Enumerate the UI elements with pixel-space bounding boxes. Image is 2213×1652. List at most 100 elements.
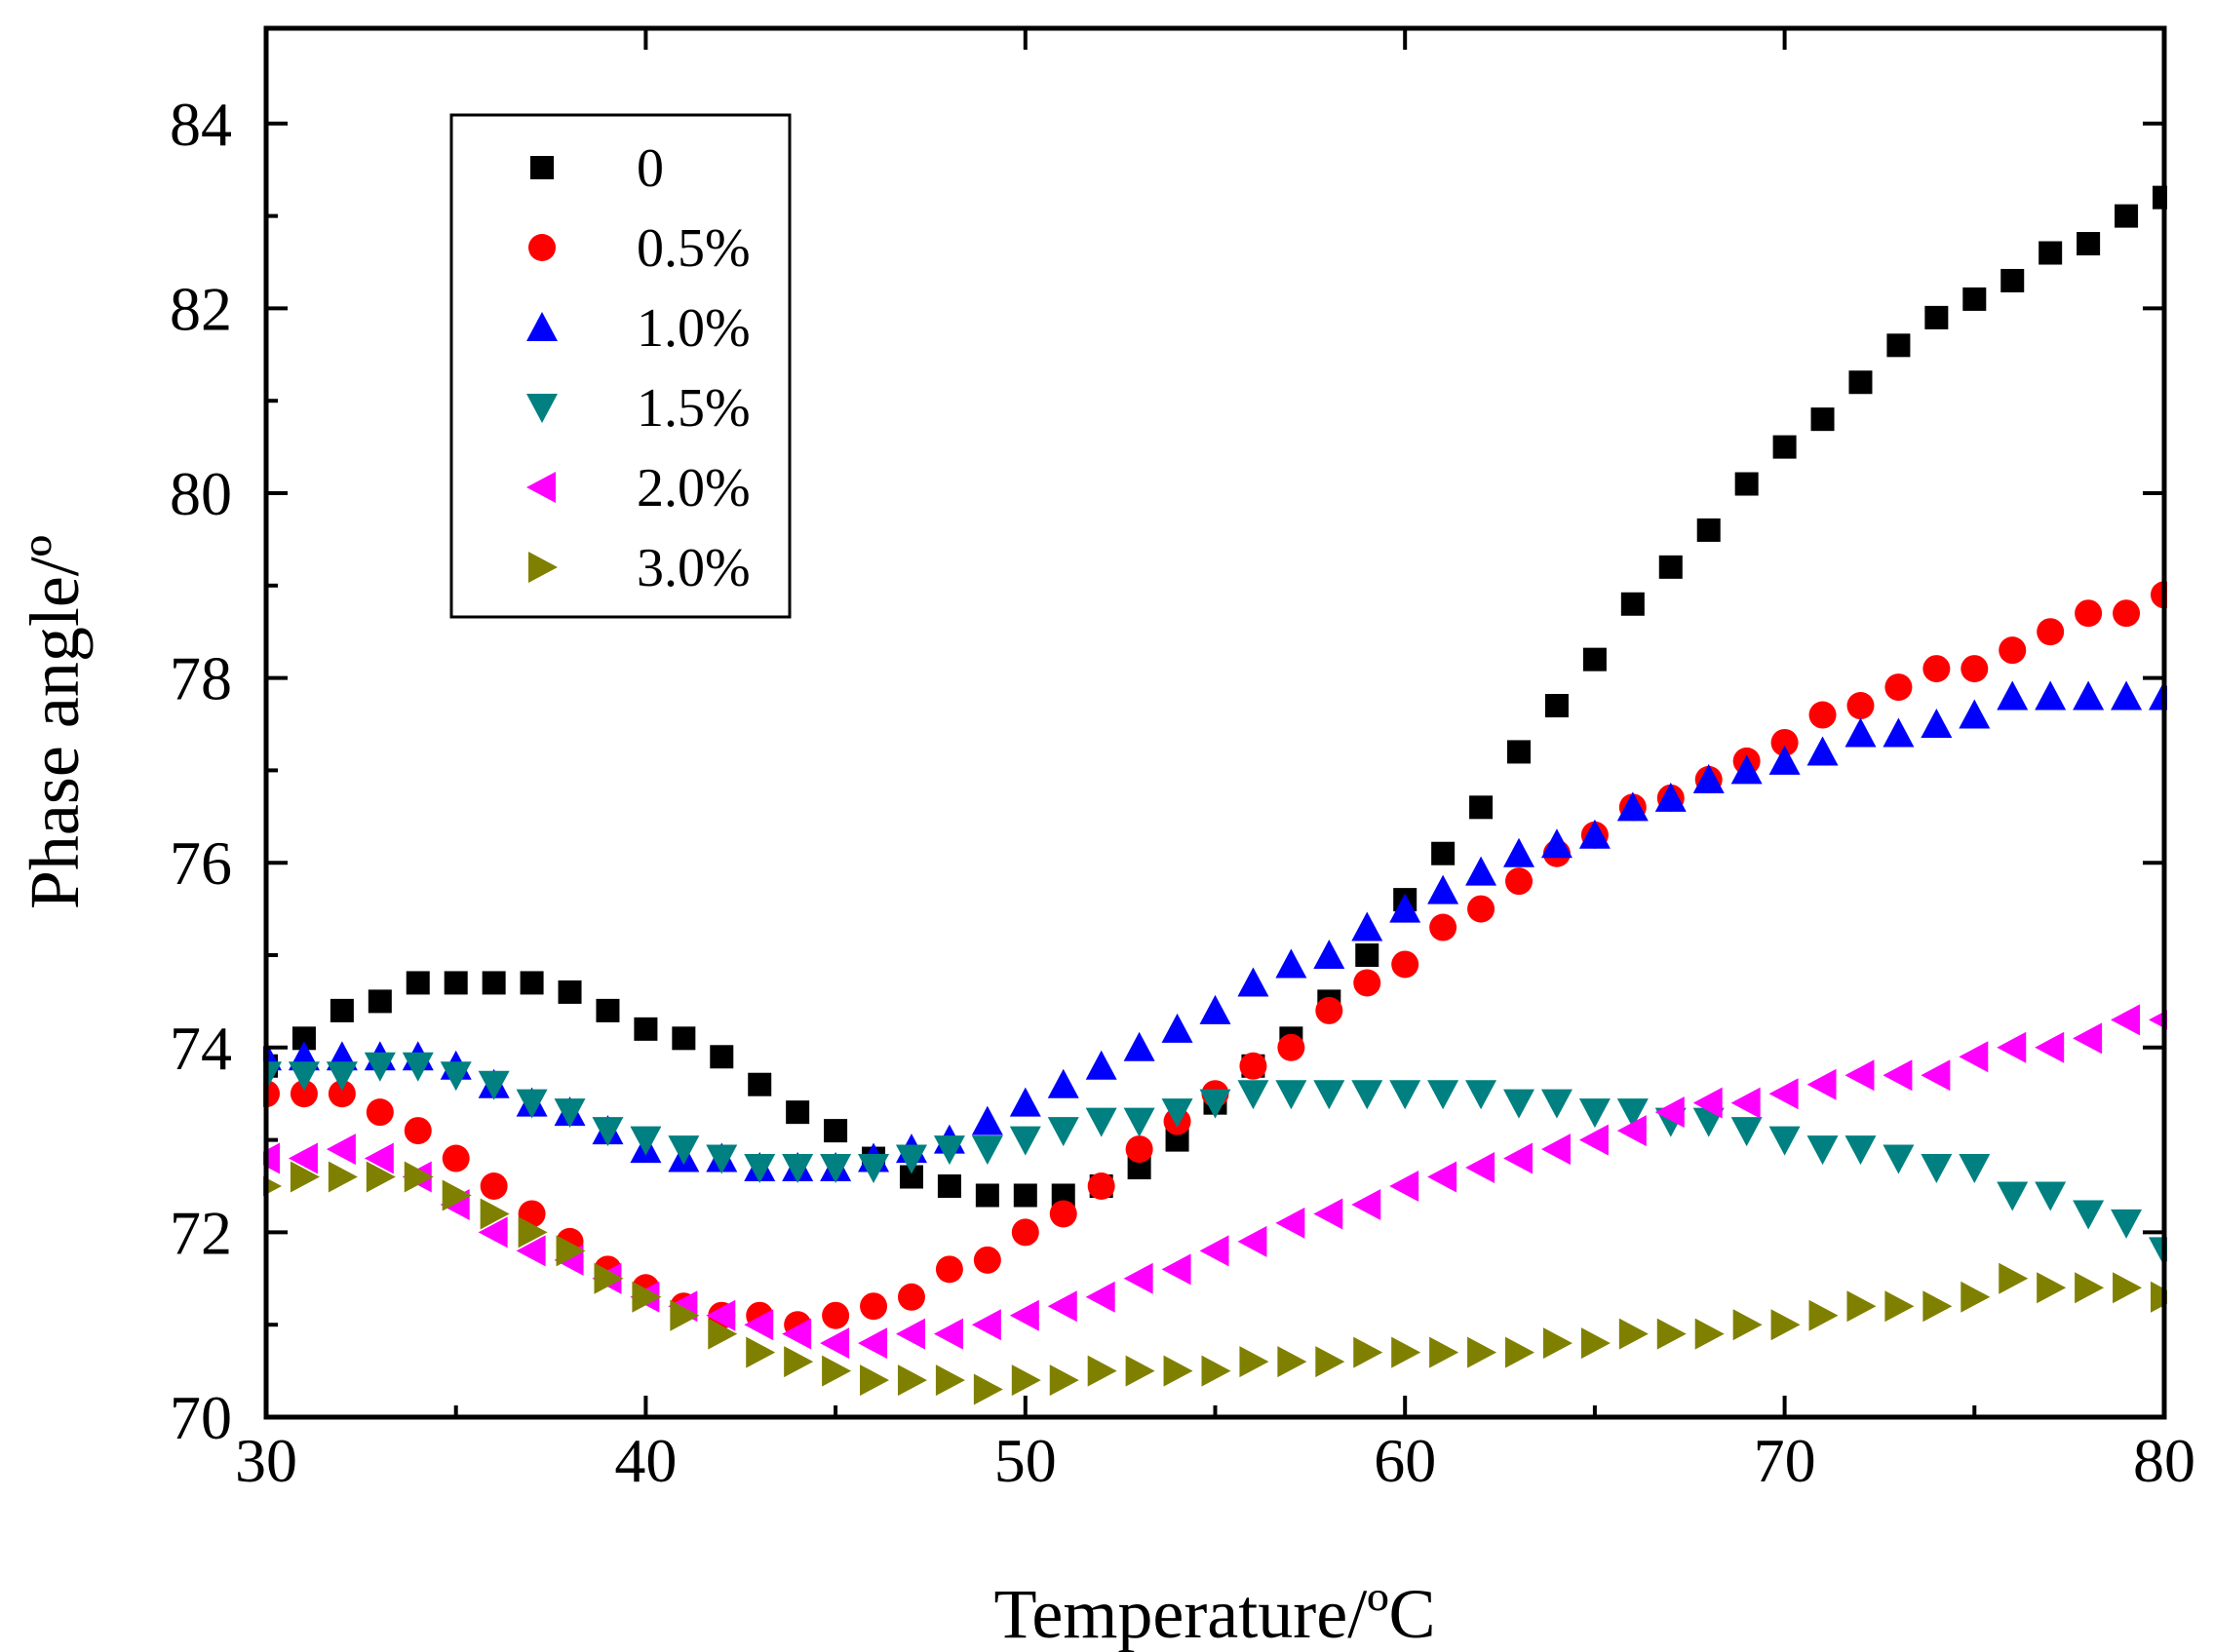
data-point [1846,692,1875,720]
data-point [1125,1135,1153,1164]
data-point [480,1172,508,1200]
legend-label: 3.0% [637,538,751,598]
data-point [1730,754,1763,785]
data-point [516,1235,546,1267]
data-point [1883,1059,1913,1092]
data-point [1237,967,1269,997]
data-point [2037,618,2065,646]
data-point [1578,1098,1611,1129]
x-tick-label: 80 [2133,1426,2195,1495]
series-3.0% [263,1161,2167,1405]
data-point [1844,1135,1877,1166]
y-tick-label: 84 [170,90,232,159]
data-point [1237,1080,1269,1110]
data-point [1656,1318,1687,1350]
data-point [935,1255,963,1284]
data-point [820,1154,852,1184]
data-point [2111,1209,2143,1239]
data-point [1427,1161,1457,1193]
y-tick-label: 70 [170,1383,232,1452]
data-point [2037,1272,2067,1304]
data-point [1239,1052,1267,1080]
data-point [1467,895,1495,923]
data-point [1507,740,1532,764]
data-point [1161,1013,1193,1043]
y-tick-label: 76 [170,828,232,898]
data-point [364,1142,394,1174]
data-point [822,1355,852,1387]
data-point [1469,795,1494,820]
data-point [973,1246,1001,1274]
data-point [1277,1346,1307,1378]
data-point [1732,1309,1763,1341]
data-point [1810,407,1835,432]
data-point [1654,782,1687,812]
legend: 0 0.5% 1.0% 1.5% 2.0% 3.0% [449,113,792,619]
legend-marker [528,552,558,583]
data-point [1351,1188,1381,1220]
data-point [1922,1290,1953,1323]
data-point [1429,913,1457,941]
data-point [1085,1050,1117,1080]
data-point [670,1299,700,1331]
data-point [518,1216,548,1249]
data-point [1959,1041,1989,1073]
data-point [820,1327,850,1360]
data-point [1620,592,1645,616]
data-point [596,998,620,1022]
data-point [2113,599,2141,628]
data-point [1730,1117,1763,1147]
data-point [2077,232,2101,256]
data-point [406,971,430,995]
data-point [1465,1080,1497,1110]
data-point [1846,1290,1877,1323]
data-point [784,1346,814,1378]
data-point [594,1262,624,1294]
data-point [1806,736,1839,766]
data-point [2073,1200,2105,1230]
data-point [1465,856,1497,886]
data-point [1009,1299,1039,1331]
data-point [1389,893,1421,923]
data-point [937,1174,961,1198]
data-point [1275,948,1307,979]
data-point [1161,1253,1191,1286]
data-point [1768,1078,1799,1110]
data-point [971,1105,1003,1135]
data-point [858,1327,888,1360]
data-point [1768,1126,1801,1156]
data-point [1616,1115,1647,1147]
data-point [1844,1059,1875,1092]
data-point [1997,680,2029,711]
data-point [634,1017,658,1041]
data-point [1658,555,1683,579]
legend-marker [528,234,556,261]
legend-label: 0 [637,138,664,199]
data-point [1922,655,1951,683]
data-point [1884,673,1913,702]
data-point [1163,1355,1193,1387]
data-point [1921,1059,1951,1092]
data-point [1047,1290,1077,1323]
data-point [933,1318,963,1350]
legend-label: 0.5% [637,218,751,279]
data-point [364,1052,396,1082]
data-point [1389,1171,1419,1202]
data-point [2113,1272,2143,1304]
data-point [1961,1281,1991,1313]
data-point [480,1198,510,1230]
data-point [1315,996,1343,1024]
data-point [1199,1235,1229,1267]
data-point [1544,694,1569,718]
data-point [1353,969,1381,997]
data-point [1353,1336,1383,1368]
data-point [592,1117,624,1147]
data-point [1429,1336,1459,1368]
y-tick-label: 82 [170,274,232,343]
data-point [1883,717,1915,748]
data-point [710,1045,734,1069]
x-axis-title: Temperature/ºC [993,1575,1435,1652]
data-point [632,1281,662,1313]
data-point [1013,1183,1037,1208]
